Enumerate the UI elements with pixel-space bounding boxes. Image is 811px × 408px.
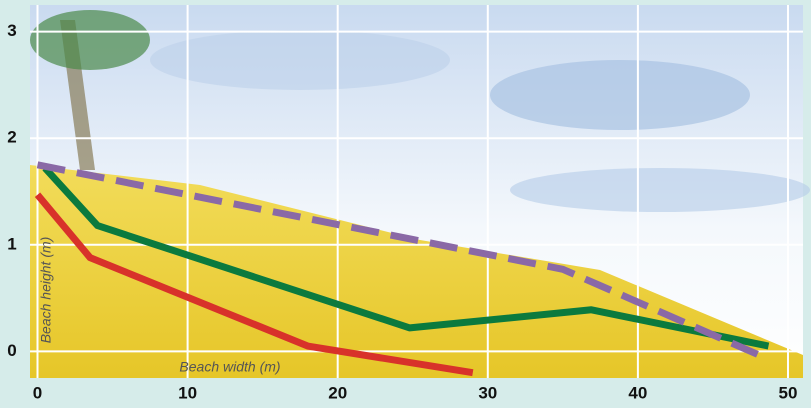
palm-leaves bbox=[30, 10, 150, 70]
x-tick-label: 40 bbox=[628, 383, 647, 402]
x-tick-label: 0 bbox=[33, 383, 42, 402]
cloud bbox=[490, 60, 750, 130]
x-tick-label: 20 bbox=[328, 383, 347, 402]
x-tick-label: 10 bbox=[178, 383, 197, 402]
y-tick-label: 2 bbox=[7, 128, 16, 147]
x-axis-label: Beach width (m) bbox=[179, 359, 280, 375]
page: Beach width (m) Beach height (m) 0102030… bbox=[0, 0, 811, 408]
y-tick-label: 0 bbox=[7, 341, 16, 360]
chart: Beach width (m) Beach height (m) 0102030… bbox=[0, 0, 811, 408]
y-tick-label: 3 bbox=[7, 21, 16, 40]
y-tick-label: 1 bbox=[7, 234, 16, 253]
x-tick-label: 30 bbox=[478, 383, 497, 402]
cloud bbox=[150, 30, 450, 90]
y-axis-label: Beach height (m) bbox=[38, 237, 54, 344]
cloud bbox=[510, 168, 810, 212]
x-tick-label: 50 bbox=[779, 383, 798, 402]
